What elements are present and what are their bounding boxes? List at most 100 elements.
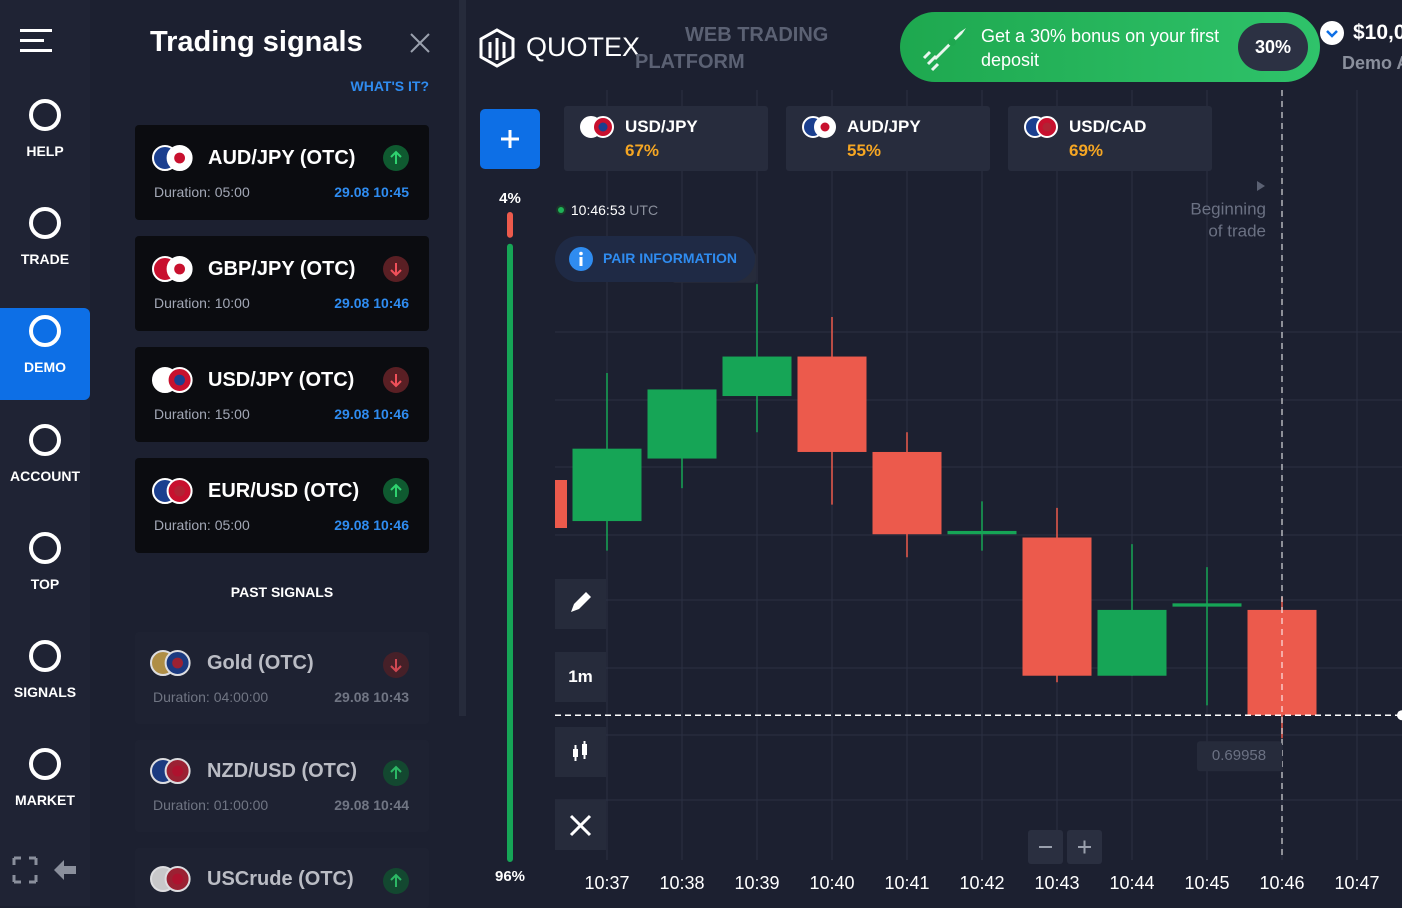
nav-label: HELP	[26, 143, 64, 159]
nav-item[interactable]: TRADE	[0, 200, 90, 292]
bonus-text: Get a 30% bonus on your first deposit	[981, 24, 1219, 72]
clock: 10:46:53 UTC	[555, 202, 658, 218]
direction-icon	[383, 256, 409, 282]
asset-tab[interactable]: USD/JPY 67%	[564, 106, 768, 171]
nav-item[interactable]: MARKET	[0, 741, 90, 833]
nav-item[interactable]: DEMO	[0, 308, 90, 401]
nav-icon	[29, 207, 61, 240]
direction-icon	[383, 652, 409, 678]
signal-time: 29.08 10:46	[334, 406, 409, 422]
flag-dot	[1042, 122, 1052, 132]
bonus-badge: 30%	[1238, 23, 1308, 71]
past-signal-card[interactable]: USCrude (OTC)	[135, 848, 429, 908]
timeframe-button[interactable]: 1m	[555, 652, 606, 702]
nav-label: MARKET	[15, 792, 75, 809]
add-chart-button[interactable]	[480, 109, 540, 169]
price-dot	[1397, 710, 1402, 721]
asset-tab[interactable]: AUD/JPY 55%	[786, 106, 990, 171]
candle-body	[1172, 603, 1242, 607]
signal-card[interactable]: GBP/JPY (OTC) Duration: 10:00 29.08 10:46	[135, 236, 429, 331]
x-tick-label: 10:45	[1184, 873, 1229, 893]
direction-arrow	[390, 873, 402, 887]
draw-tool[interactable]	[555, 579, 606, 629]
scrollbar	[459, 0, 466, 716]
zoom-in[interactable]	[1067, 830, 1102, 864]
direction-icon	[383, 145, 409, 171]
nav-item[interactable]: TOP	[0, 525, 90, 617]
nav-item[interactable]: ACCOUNT	[0, 417, 90, 509]
nav-item[interactable]: HELP	[0, 92, 90, 184]
signal-pair: AUD/JPY (OTC)	[208, 147, 356, 169]
signal-pair: Gold (OTC)	[207, 652, 314, 674]
bonus-line: deposit	[981, 50, 1040, 70]
tab-payout: 67%	[625, 141, 660, 160]
trade-start-label: of trade	[1208, 221, 1266, 240]
rocket-icon	[922, 28, 966, 72]
pair-info-label: PAIR INFORMATION	[603, 250, 738, 266]
flag-dot	[172, 657, 183, 669]
signal-time: 29.08 10:44	[334, 797, 409, 813]
icon-shape	[29, 531, 61, 564]
nav-label: TOP	[30, 575, 60, 592]
direction-arrow	[390, 765, 402, 779]
nav-label: DEMO	[24, 359, 66, 376]
nav-label: SIGNALS	[13, 684, 77, 700]
tab-payout: 69%	[1069, 141, 1104, 160]
flag-icon	[150, 758, 191, 784]
sentiment-down	[507, 212, 513, 238]
flag-dot	[172, 873, 183, 885]
nav-item[interactable]: SIGNALS	[0, 633, 90, 725]
sentiment-up	[507, 243, 513, 862]
icon-shape	[29, 748, 61, 781]
help-link[interactable]: WHAT'S IT?	[350, 78, 430, 94]
signal-duration: Duration: 04:00:00	[153, 689, 269, 705]
pair-info-button[interactable]: PAIR INFORMATION	[555, 236, 755, 282]
indicators-tool[interactable]	[555, 800, 606, 850]
signal-pair: USD/JPY (OTC)	[208, 369, 355, 391]
direction-icon	[383, 760, 409, 786]
nav-icon	[29, 640, 61, 672]
flag-dot	[174, 152, 185, 164]
past-signal-card[interactable]: NZD/USD (OTC) Duration: 01:00:00 29.08 10:…	[135, 740, 429, 832]
direction-arrow	[390, 150, 402, 164]
candle-body	[1022, 537, 1092, 676]
candle-body	[797, 356, 867, 452]
close-button[interactable]	[410, 33, 430, 53]
icon-shape	[29, 207, 61, 240]
flag-dot	[174, 485, 185, 497]
asset-tab[interactable]: USD/CAD 69%	[1008, 106, 1212, 171]
flag-dot	[172, 765, 183, 777]
x-tick-label: 10:46	[1259, 873, 1304, 893]
candle-body	[722, 356, 792, 397]
direction-arrow	[390, 374, 402, 388]
clock-time: 10:46:53	[570, 202, 626, 218]
balance: $10,0	[1353, 21, 1402, 44]
account-type: Demo A	[1342, 53, 1402, 73]
signal-time: 29.08 10:45	[334, 184, 409, 200]
signal-time: 29.08 10:46	[334, 517, 409, 533]
bonus-banner[interactable]: Get a 30% bonus on your first deposit 30%	[900, 12, 1320, 82]
flag-dot	[820, 122, 830, 132]
platform-line: WEB TRADING	[685, 24, 829, 46]
signal-card[interactable]: EUR/USD (OTC) Duration: 05:00 29.08 10:46	[135, 458, 429, 553]
menu-icon[interactable]	[20, 28, 52, 54]
bottom-icons[interactable]	[12, 856, 82, 884]
x-tick-label: 10:37	[584, 873, 629, 893]
zoom-out[interactable]	[1028, 830, 1063, 864]
flag-dot	[174, 374, 185, 386]
signal-pair: EUR/USD (OTC)	[208, 480, 360, 502]
flag-icon	[802, 116, 836, 138]
flag-icon	[152, 256, 193, 282]
icon-shape	[29, 640, 61, 672]
tab-pair: USD/JPY	[625, 117, 698, 136]
chart-type-tool[interactable]	[555, 727, 606, 777]
x-tick-label: 10:39	[734, 873, 779, 893]
past-signal-card[interactable]: Gold (OTC) Duration: 04:00:00 29.08 10:43	[135, 632, 429, 724]
account-toggle[interactable]	[1320, 21, 1344, 45]
x-tick-label: 10:44	[1109, 873, 1154, 893]
icon-shape	[29, 315, 61, 348]
past-title: PAST SIGNALS	[230, 584, 334, 600]
direction-icon	[383, 367, 409, 393]
signal-card[interactable]: AUD/JPY (OTC) Duration: 05:00 29.08 10:45	[135, 125, 429, 220]
signal-card[interactable]: USD/JPY (OTC) Duration: 15:00 29.08 10:46	[135, 347, 429, 442]
